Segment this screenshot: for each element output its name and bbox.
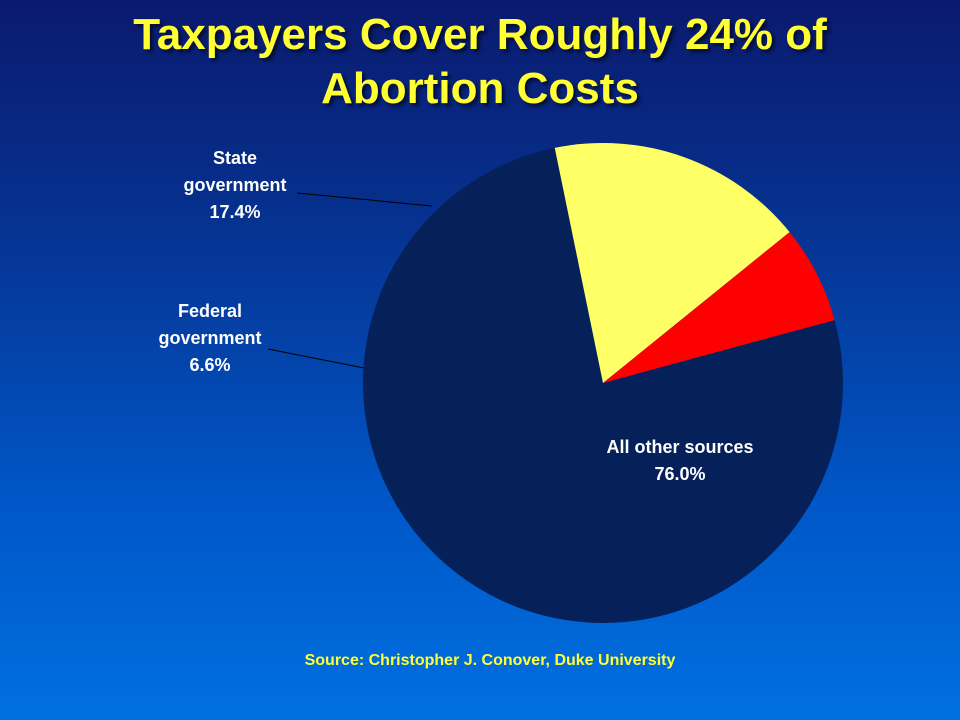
source-note: Source: Christopher J. Conover, Duke Uni… bbox=[304, 652, 676, 669]
slice-label-state: State government 17.4% bbox=[160, 145, 310, 226]
chart-title-line-1: Taxpayers Cover Roughly 24% of bbox=[133, 10, 827, 59]
chart-title-line-2: Abortion Costs bbox=[321, 64, 639, 113]
slice-label-state-value: 17.4% bbox=[209, 202, 261, 222]
pie-slice-state bbox=[554, 142, 790, 383]
leader-line-state bbox=[296, 192, 433, 207]
pie-slice-other bbox=[362, 147, 843, 623]
slice-label-state-name-1: State bbox=[212, 148, 257, 168]
slice-label-other-value: 76.0% bbox=[654, 464, 706, 484]
chart-title: Taxpayers Cover Roughly 24% of Abortion … bbox=[0, 8, 960, 116]
slice-label-state-name-2: government bbox=[183, 175, 287, 195]
slice-label-federal-name-2: government bbox=[158, 328, 262, 348]
slice-label-federal-name-1: Federal bbox=[177, 301, 243, 321]
leader-line-federal bbox=[267, 348, 365, 369]
slice-label-federal-value: 6.6% bbox=[189, 355, 231, 375]
slice-label-other: All other sources 76.0% bbox=[590, 434, 770, 488]
slice-label-other-name: All other sources bbox=[606, 437, 754, 457]
slice-label-federal: Federal government 6.6% bbox=[135, 298, 285, 379]
pie-slice-federal bbox=[603, 232, 835, 383]
